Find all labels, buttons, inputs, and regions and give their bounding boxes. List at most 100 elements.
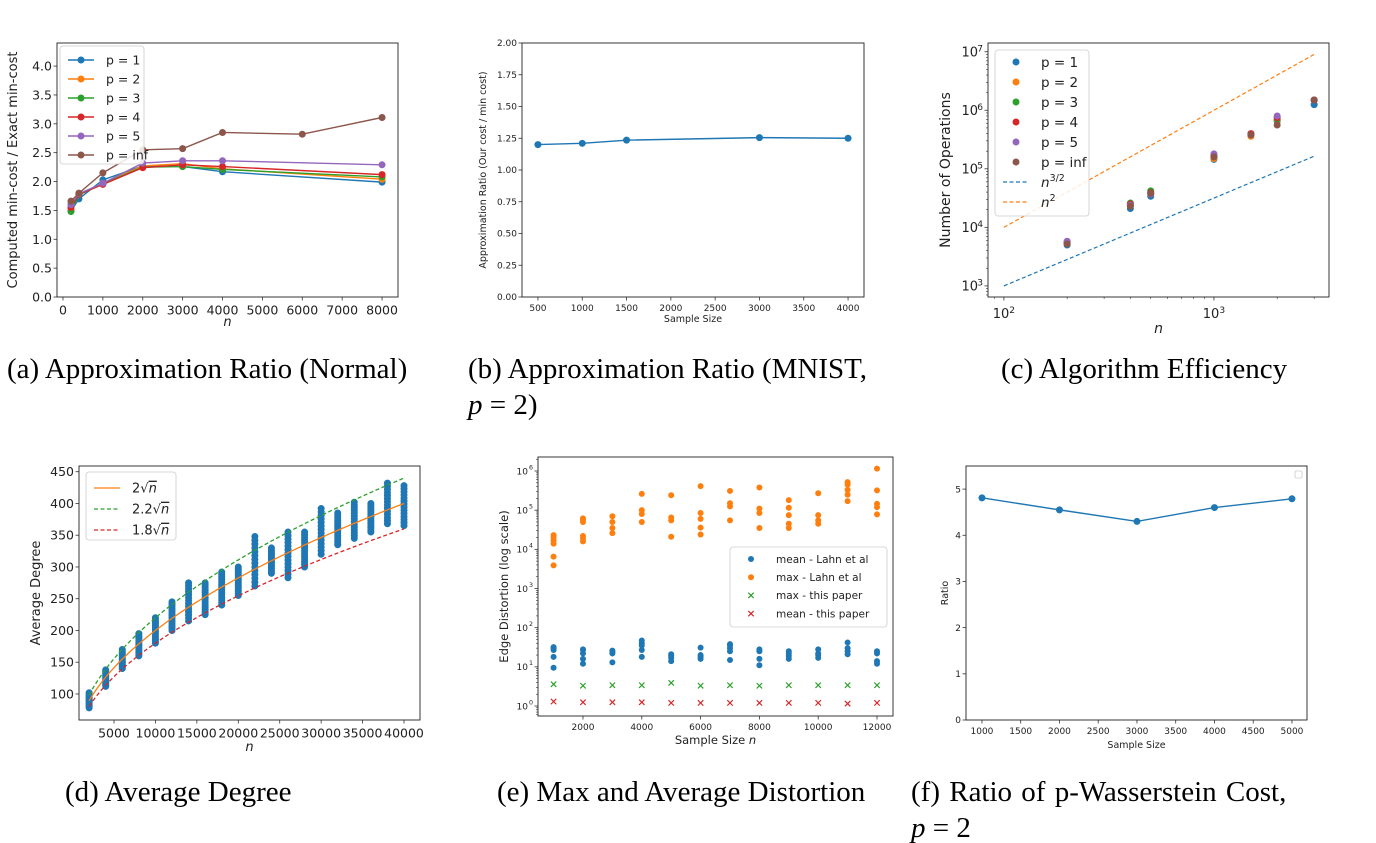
series-2-n (88, 502, 405, 702)
legend-box (1294, 470, 1303, 479)
x-tick-label: 7000 (326, 303, 358, 318)
legend-label-var: n (161, 524, 169, 539)
x-tick-label: 2000 (659, 304, 682, 314)
data-point (638, 682, 645, 689)
x-tick-label: 3000 (167, 303, 199, 318)
data-point (668, 699, 675, 707)
x-tick-label: 30000 (301, 726, 341, 741)
y-axis-label: Ratio (940, 581, 951, 606)
x-axis-label: Sample Size n (675, 733, 756, 747)
text-part: 5000 (1281, 727, 1304, 737)
data-point (638, 646, 645, 653)
data-point (785, 512, 792, 519)
caption-e: (e) Max and Average Distortion (497, 776, 866, 808)
y-tick-label: 10 (517, 624, 529, 634)
text-part: 4000 (837, 304, 860, 314)
legend-label-text: p = inf (1041, 155, 1088, 171)
text-part: 10 (517, 702, 529, 712)
legend-label: p = 1 (1041, 55, 1078, 71)
series-max-this-paper (550, 679, 881, 689)
text-part: 500 (529, 304, 546, 314)
caption-d: (d) Average Degree (65, 776, 292, 808)
text-part: 1000 (571, 304, 594, 314)
legend-marker (1012, 78, 1020, 86)
legend-label: n2 (1041, 193, 1056, 211)
x-tick-label: 10000 (136, 726, 176, 741)
data-point (267, 544, 275, 552)
legend-label-text: p = 1 (106, 53, 140, 68)
legend-entry: p = 2 (68, 72, 140, 87)
y-tick-label-exponent: 5 (977, 161, 983, 171)
x-marker-stroke (873, 682, 881, 689)
series-0 (534, 134, 852, 149)
legend-entry: mean - Lahn et al (748, 554, 868, 566)
data-point (756, 484, 763, 491)
text-part: 10 (517, 585, 529, 595)
text-part: 3.5 (32, 87, 52, 102)
data-point (185, 579, 193, 587)
text-part: 5000 (246, 303, 278, 318)
y-tick-label-exponent: 1 (529, 660, 533, 667)
data-point (726, 682, 734, 689)
legend-box (729, 546, 888, 628)
x-tick-label: 102 (993, 306, 1015, 322)
legend-entry: p = 5 (1012, 135, 1078, 151)
text-part: 450 (50, 464, 74, 479)
series-n (1003, 155, 1315, 287)
legend-label-var: n (161, 503, 169, 518)
data-point (1310, 96, 1318, 104)
y-tick-label: 1.5 (32, 203, 52, 218)
x-tick-label: 6000 (689, 723, 712, 733)
caption-f-line2: p = 2 (911, 811, 971, 843)
text-part: 200 (50, 623, 74, 638)
text-part: 10000 (136, 726, 176, 741)
caption-f-line1: (f) Ratio of p-Wasserstein Cost, (911, 776, 1287, 808)
x-marker-stroke (844, 700, 851, 707)
series-p-4 (1063, 96, 1318, 246)
text-part: 0.5 (32, 261, 52, 276)
series-p-2 (67, 160, 386, 213)
text-part: 10 (517, 663, 529, 673)
y-tick-label-exponent: 5 (529, 503, 533, 510)
caption-a: (a) Approximation Ratio (Normal) (7, 353, 408, 385)
data-point (638, 518, 645, 525)
data-point (218, 568, 226, 576)
text-part: 5 (955, 485, 961, 495)
data-point (579, 532, 586, 539)
legend-label-text: p = 2 (1041, 75, 1078, 91)
data-point (844, 491, 851, 498)
data-point (785, 699, 792, 707)
legend-label: p = 3 (106, 91, 140, 106)
legend-marker (747, 592, 755, 599)
chart-f: 1000 1500 2000 2500 3000 3500 4000 4500 5000 0 1 2 3… (940, 465, 1308, 751)
legend-entry: 2√n (94, 482, 157, 497)
y-tick-label: 1.75 (497, 71, 517, 81)
data-point (697, 509, 704, 516)
data-point (1055, 506, 1063, 514)
data-point (234, 563, 242, 571)
x-axis-label-text: Sample Size (675, 733, 749, 747)
legend-label: p = 4 (106, 110, 140, 125)
legend-marker (77, 75, 85, 83)
data-point (844, 700, 851, 707)
data-point (579, 515, 586, 522)
y-axis-label: Edge Distortion (log scale) (497, 510, 511, 662)
legend-label: n3/2 (1041, 173, 1065, 191)
legend-label: max - this paper (776, 590, 863, 602)
text-part: 30000 (301, 726, 341, 741)
data-point (874, 648, 881, 655)
legend-label: p = 4 (1041, 115, 1078, 131)
legend-entry: p = 5 (68, 129, 140, 144)
data-point (668, 514, 675, 521)
data-point (1126, 202, 1134, 210)
data-point (609, 647, 616, 654)
series-mean-this-paper (550, 698, 881, 707)
axes-frame (537, 456, 894, 717)
legend-marker (1012, 58, 1020, 66)
y-tick-label: 0.00 (497, 293, 517, 303)
text-part: 1500 (1009, 727, 1032, 737)
x-marker-stroke (873, 699, 881, 707)
legend-marker (1012, 138, 1020, 146)
y-tick-label: 10 (961, 45, 978, 60)
